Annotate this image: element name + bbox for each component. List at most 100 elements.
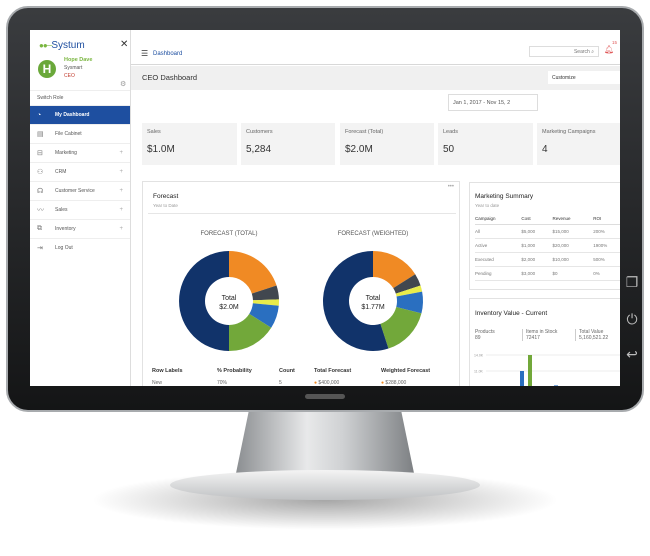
stat-label: Items in Stock xyxy=(526,329,558,335)
sidebar-item-inventory[interactable]: ⧉ Inventory + xyxy=(30,219,130,238)
sidebar-item-label: Customer Service xyxy=(55,188,95,194)
expand-icon[interactable]: + xyxy=(119,169,123,175)
card-subtitle: Year to Date xyxy=(153,203,178,208)
gear-icon[interactable]: ⚙ xyxy=(120,81,127,88)
marketing-summary-card: Marketing Summary Year to date • Campaig… xyxy=(469,182,620,290)
card-subtitle: Year to date xyxy=(475,203,500,208)
kpi-value: 4 xyxy=(542,144,548,155)
expand-icon[interactable]: + xyxy=(119,188,123,194)
donut-slice[interactable] xyxy=(249,303,279,328)
donut-center-label: Total xyxy=(366,295,381,302)
boxes-icon: ⧉ xyxy=(37,225,42,232)
kpi-label: Leads xyxy=(443,129,458,135)
back-icon[interactable]: ↩ xyxy=(626,346,638,362)
inventory-bar-chart: 14.0K 11.0K 8.0K xyxy=(474,354,620,387)
expand-icon[interactable]: + xyxy=(119,150,123,156)
stat-value: 72417 xyxy=(526,335,540,341)
donut-slice[interactable] xyxy=(395,285,423,297)
customize-dropdown[interactable]: Customize xyxy=(548,71,620,84)
search-icon: ⌕ xyxy=(591,49,594,55)
table-header: Count xyxy=(279,368,295,374)
screen: ●●─Systum ✕ H Hope Dave Sysmart CEO ⚙ Sw… xyxy=(30,30,620,386)
y-tick-label: 11.0K xyxy=(474,370,484,374)
more-options-icon[interactable]: ••• xyxy=(447,184,454,190)
avatar: H xyxy=(38,60,56,78)
table-cell: $15,000 xyxy=(552,224,594,239)
kpi-card: Forecast (Total) $2.0M xyxy=(340,123,434,165)
forecast-card: Forecast Year to Date ••• FORECAST (TOTA… xyxy=(142,181,460,386)
table-cell: 5 xyxy=(279,380,282,386)
inventory-bar[interactable] xyxy=(528,355,532,386)
donut-slice[interactable] xyxy=(393,274,421,294)
sidebar-item-customer-service[interactable]: ☊ Customer Service + xyxy=(30,181,130,200)
user-company: Sysmart xyxy=(64,65,83,71)
sidebar-item-my-dashboard[interactable]: ◔ My Dashboard xyxy=(30,105,130,124)
kpi-value: $2.0M xyxy=(345,144,373,155)
sidebar-item-label: My Dashboard xyxy=(55,112,90,118)
card-title: Marketing Summary xyxy=(475,193,534,200)
expand-icon[interactable]: + xyxy=(119,226,123,232)
donut-slice[interactable] xyxy=(229,313,272,351)
table-cell: $1,000 xyxy=(521,238,553,253)
table-cell: Active xyxy=(475,238,522,253)
gauge-icon: ◔ xyxy=(37,111,42,119)
inventory-bar[interactable] xyxy=(520,371,524,386)
monitor-logo-slot xyxy=(305,394,345,399)
table-cell: $10,000 xyxy=(552,252,594,267)
donut-slice[interactable] xyxy=(373,251,416,289)
user-role: CEO xyxy=(64,73,75,79)
y-tick-label: 8.0K xyxy=(474,386,482,387)
page-title: CEO Dashboard xyxy=(142,73,198,82)
donut-title: FORECAST (TOTAL) xyxy=(200,231,257,237)
table-header: Cost xyxy=(521,213,553,225)
sidebar-item-marketing[interactable]: ⊟ Marketing + xyxy=(30,143,130,162)
stat-label: Total Value xyxy=(579,329,604,335)
search-input[interactable]: Search ⌕ xyxy=(529,46,599,57)
breadcrumb[interactable]: Dashboard xyxy=(153,51,183,57)
sidebar-item-log-out[interactable]: ⇥ Log Out xyxy=(30,238,130,257)
sidebar-item-label: Inventory xyxy=(55,226,76,232)
donut-center-label: Total xyxy=(222,295,237,302)
trend-icon: 〰 xyxy=(37,207,44,214)
inventory-stat: Total Value 5,160,521.22 xyxy=(575,329,608,341)
briefcase-icon: ⊟ xyxy=(37,150,43,157)
recent-apps-icon[interactable]: ❐ xyxy=(625,274,639,290)
donut-slice[interactable] xyxy=(323,251,389,351)
donut-slice[interactable] xyxy=(179,251,229,351)
table-cell: 1900% xyxy=(593,238,620,253)
expand-icon[interactable]: + xyxy=(119,207,123,213)
donut-slice[interactable] xyxy=(380,306,422,349)
power-icon[interactable]: ⏻ xyxy=(626,311,638,327)
bell-icon[interactable]: 🔔︎ xyxy=(604,45,615,54)
donut-slice[interactable] xyxy=(251,285,279,301)
donut-center-value: $2.0M xyxy=(219,304,239,311)
forecast-donut-charts: FORECAST (TOTAL) Total $2.0M FORECAST (WEIG… xyxy=(179,231,423,351)
inventory-bar[interactable] xyxy=(554,385,558,386)
kpi-card: Sales $1.0M xyxy=(142,123,237,165)
monitor-stand-base xyxy=(170,470,480,500)
table-cell: Pending xyxy=(475,266,522,281)
legend-dot: ● xyxy=(314,380,319,386)
table-header: Campaign xyxy=(475,213,522,225)
donut-slice[interactable] xyxy=(252,299,279,306)
sidebar-item-crm[interactable]: ⚇ CRM + xyxy=(30,162,130,181)
donut-slice[interactable] xyxy=(396,291,423,314)
switch-role-button[interactable]: Switch Role xyxy=(30,90,130,105)
table-cell: 70% xyxy=(217,380,228,386)
y-tick-label: 14.0K xyxy=(474,354,484,358)
table-cell: New xyxy=(152,380,163,386)
date-range-picker[interactable]: Jan 1, 2017 - Nov 15, 2 xyxy=(448,94,538,111)
close-icon[interactable]: ✕ xyxy=(120,39,129,50)
table-cell: Executed xyxy=(475,252,522,267)
monitor-stand-neck xyxy=(235,408,415,478)
donut-slice[interactable] xyxy=(229,251,277,294)
inventory-card: Inventory Value - Current • Products89It… xyxy=(469,298,620,386)
kpi-card: Marketing Campaigns 4 xyxy=(537,123,620,165)
sidebar-item-sales[interactable]: 〰 Sales + xyxy=(30,200,130,219)
sidebar-item-label: File Cabinet xyxy=(55,131,82,137)
table-cell: ● $288,000 xyxy=(381,380,407,386)
table-cell: All xyxy=(475,224,522,239)
sidebar-item-file-cabinet[interactable]: ▤ File Cabinet xyxy=(30,124,130,143)
kpi-value: 50 xyxy=(443,144,455,155)
hamburger-menu-icon[interactable]: ☰ xyxy=(141,49,149,58)
